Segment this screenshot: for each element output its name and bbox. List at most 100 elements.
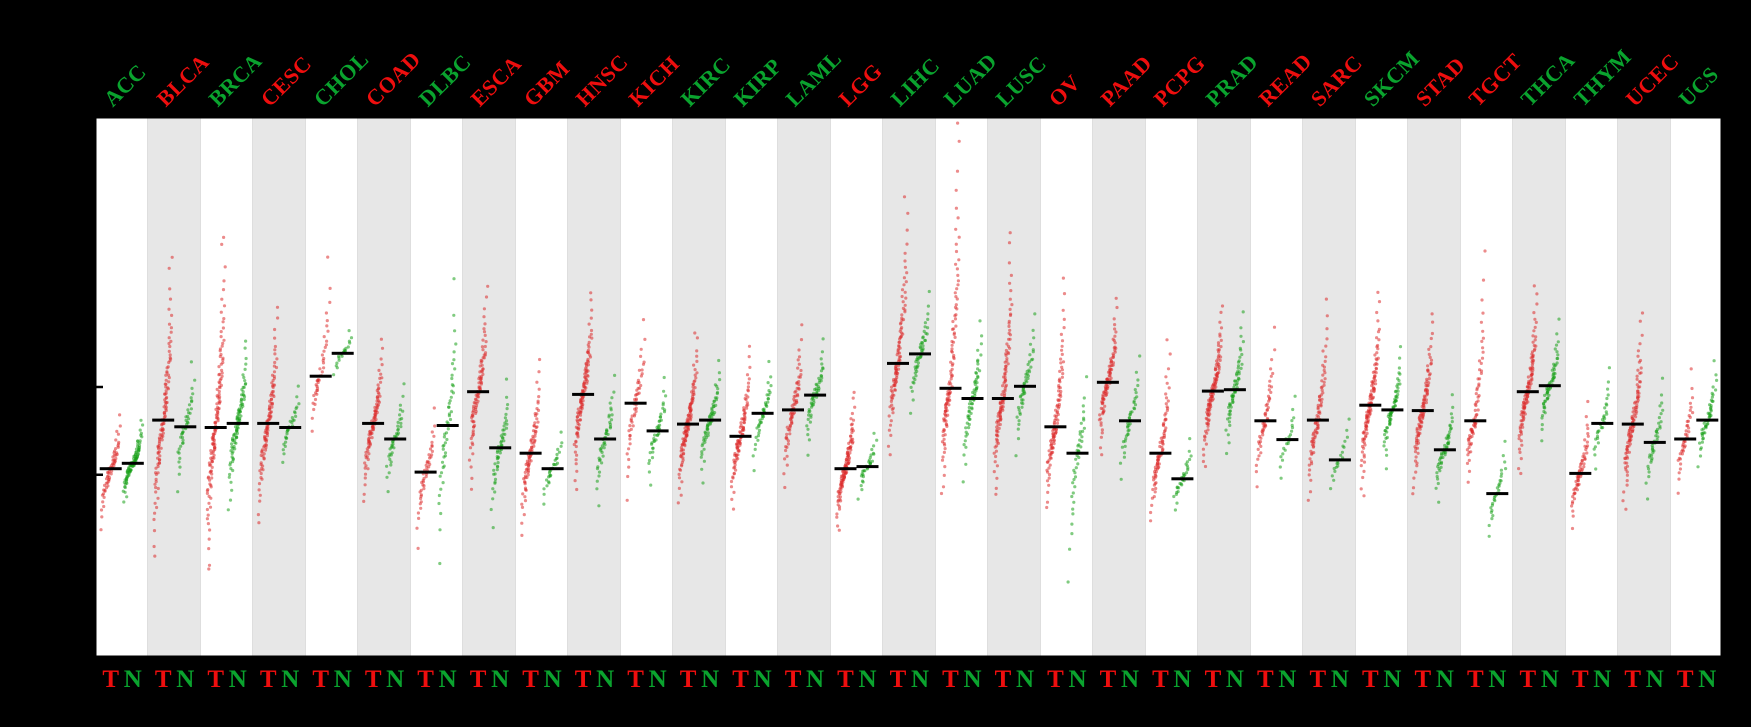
tumor-dot bbox=[1414, 455, 1418, 459]
tumor-dot bbox=[949, 377, 953, 381]
tumor-dot bbox=[1627, 450, 1631, 454]
tumor-dot bbox=[1099, 421, 1103, 425]
tumor-dot bbox=[1425, 377, 1429, 381]
tumor-dot bbox=[639, 354, 643, 358]
normal-dot bbox=[1234, 383, 1238, 387]
tumor-dot bbox=[170, 255, 174, 259]
tumor-dot bbox=[890, 385, 894, 389]
tumor-dot bbox=[1164, 411, 1168, 415]
tumor-dot bbox=[1429, 336, 1433, 341]
tumor-dot bbox=[166, 365, 170, 369]
tumor-dot bbox=[788, 432, 792, 436]
normal-dot bbox=[496, 449, 500, 453]
tumor-dot bbox=[206, 513, 210, 517]
tumor-dot bbox=[1307, 473, 1311, 477]
normal-dot bbox=[753, 447, 757, 451]
normal-dot bbox=[871, 451, 876, 455]
normal-dot bbox=[608, 401, 612, 405]
normal-dot bbox=[962, 453, 966, 457]
normal-dot bbox=[909, 411, 913, 415]
tumor-dot bbox=[1307, 463, 1311, 467]
normal-dot bbox=[189, 360, 193, 364]
tumor-dot bbox=[746, 385, 751, 389]
tumor-dot bbox=[1688, 401, 1692, 405]
cancer-type-label: BLCA bbox=[151, 48, 214, 112]
normal-dot bbox=[921, 344, 925, 348]
tumor-dot bbox=[736, 457, 740, 461]
tumor-dot bbox=[272, 370, 277, 374]
tumor-dot bbox=[167, 376, 171, 380]
background-band bbox=[252, 117, 305, 657]
normal-dot bbox=[493, 490, 497, 494]
tumor-dot bbox=[589, 328, 594, 333]
normal-dot bbox=[449, 395, 453, 399]
cancer-type-label: KICH bbox=[623, 50, 685, 112]
cancer-type-label: KIRC bbox=[675, 51, 736, 112]
cancer-type-label: BRCA bbox=[203, 48, 267, 112]
tumor-dot bbox=[533, 421, 537, 425]
normal-dot bbox=[1079, 421, 1083, 425]
tumor-dot bbox=[430, 449, 434, 453]
tumor-dot bbox=[573, 479, 577, 483]
normal-dot bbox=[385, 475, 389, 479]
normal-dot bbox=[1711, 385, 1715, 389]
normal-dot bbox=[1027, 360, 1031, 364]
tumor-dot bbox=[1319, 403, 1323, 407]
normal-dot bbox=[605, 428, 609, 432]
tumor-dot bbox=[903, 290, 907, 294]
tumor-dot bbox=[729, 485, 734, 489]
normal-dot bbox=[976, 358, 980, 362]
tumor-dot bbox=[1206, 428, 1210, 432]
normal-dot bbox=[450, 389, 454, 393]
normal-dot bbox=[601, 454, 605, 458]
normal-dot bbox=[448, 399, 452, 403]
normal-dot bbox=[1607, 366, 1611, 370]
normal-dot bbox=[702, 459, 707, 463]
tumor-dot bbox=[887, 414, 891, 418]
tumor-dot bbox=[417, 516, 421, 520]
tumor-dot bbox=[1216, 343, 1221, 347]
normal-dot bbox=[1175, 501, 1179, 505]
tumor-dot bbox=[1255, 485, 1259, 489]
tumor-dot bbox=[783, 485, 787, 490]
normal-dot bbox=[1659, 393, 1664, 397]
tumor-dot bbox=[1584, 415, 1588, 419]
tumor-dot bbox=[208, 505, 213, 509]
band-divider bbox=[252, 117, 254, 657]
tumor-dot bbox=[1517, 437, 1521, 441]
normal-dot bbox=[860, 479, 865, 483]
tumor-dot bbox=[900, 326, 904, 330]
tumor-dot bbox=[636, 386, 640, 390]
tumor-dot bbox=[903, 251, 907, 255]
tumor-dot bbox=[1109, 376, 1113, 380]
normal-dot bbox=[1394, 395, 1398, 399]
median-bar bbox=[331, 351, 354, 355]
normal-dot bbox=[243, 367, 247, 371]
normal-dot bbox=[241, 393, 245, 397]
normal-dot bbox=[1336, 461, 1340, 465]
tumor-dot bbox=[1421, 401, 1425, 406]
tumor-dot bbox=[1571, 509, 1575, 513]
normal-dot bbox=[1714, 373, 1718, 377]
tumor-dot bbox=[693, 386, 697, 390]
normal-dot bbox=[244, 339, 248, 343]
median-bar bbox=[751, 411, 774, 415]
normal-dot bbox=[1709, 409, 1713, 413]
tumor-dot bbox=[419, 488, 423, 492]
tumor-dot bbox=[1106, 370, 1111, 374]
normal-dot bbox=[711, 402, 715, 406]
tumor-label: T bbox=[1047, 666, 1064, 693]
tumor-dot bbox=[1205, 407, 1209, 411]
tumor-dot bbox=[943, 412, 947, 416]
tumor-dot bbox=[676, 501, 680, 505]
tumor-dot bbox=[785, 463, 789, 467]
normal-dot bbox=[1543, 399, 1547, 403]
tumor-dot bbox=[1465, 448, 1469, 452]
normal-dot bbox=[489, 507, 493, 512]
median-bar bbox=[1359, 403, 1382, 407]
tumor-dot bbox=[849, 434, 853, 438]
normal-dot bbox=[1604, 410, 1608, 414]
normal-dot bbox=[386, 490, 390, 494]
tumor-dot bbox=[377, 386, 381, 390]
normal-dot bbox=[613, 373, 617, 377]
